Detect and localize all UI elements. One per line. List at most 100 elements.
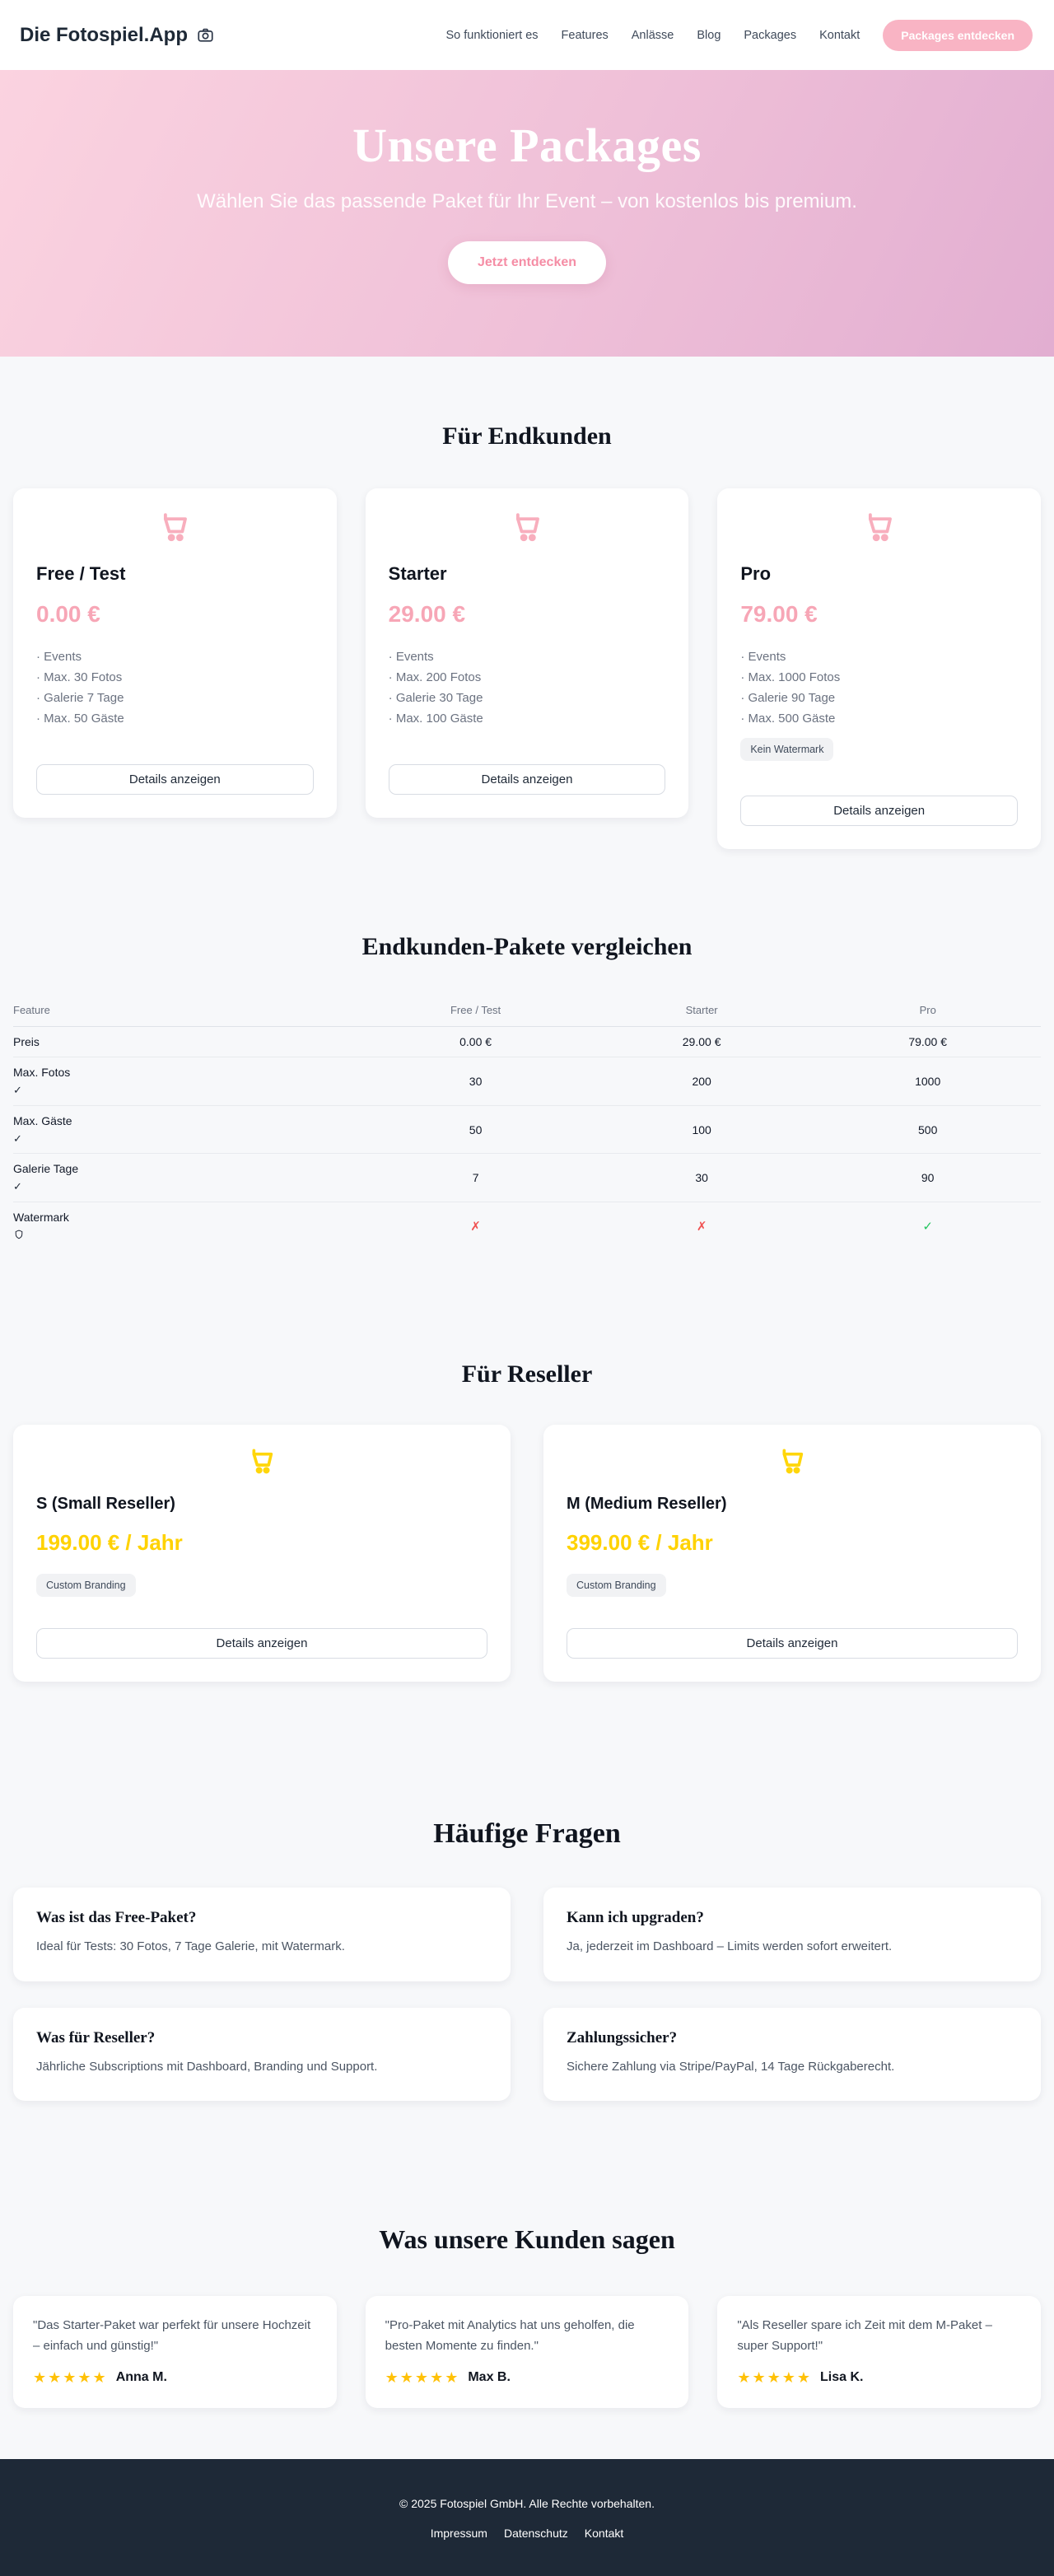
testimonials-section: Was unsere Kunden sagen "Das Starter-Pak…: [13, 2224, 1041, 2408]
reseller-cards: S (Small Reseller) 199.00 € / Jahr Custo…: [13, 1425, 1041, 1682]
testimonial-name: Max B.: [468, 2370, 511, 2385]
faq-question: Zahlungssicher?: [567, 2028, 678, 2046]
feature-item: Max. 50 Gäste: [36, 709, 314, 730]
cell-value: 200: [692, 1075, 711, 1089]
check-icon: ✓: [13, 1132, 22, 1145]
row-label: Watermark: [13, 1210, 69, 1224]
package-name: M (Medium Reseller): [567, 1495, 727, 1514]
package-price: 29.00 €: [388, 601, 466, 627]
faq-card-upgraden: Kann ich upgraden? Ja, jederzeit im Dash…: [543, 1888, 1041, 1981]
custom-branding-badge: Custom Branding: [36, 1574, 136, 1598]
check-icon: ✓: [922, 1220, 933, 1234]
testimonial-name: Lisa K.: [820, 2370, 864, 2385]
cell-value: 1000: [915, 1075, 941, 1089]
faq-card-zahlung: Zahlungssicher? Sichere Zahlung via Stri…: [543, 2007, 1041, 2102]
cell-value: 0.00 €: [459, 1035, 492, 1048]
table-row-galerie-tage: Galerie Tage ✓ 7 30 90: [13, 1154, 1041, 1202]
cart-icon: [740, 510, 1018, 552]
nav-packages[interactable]: Packages: [744, 28, 797, 42]
nav-anlaesse[interactable]: Anlässe: [631, 28, 674, 42]
main-nav: So funktioniert es Features Anlässe Blog…: [445, 19, 1033, 51]
shield-icon: [13, 1228, 362, 1245]
row-label: Preis: [13, 1034, 40, 1048]
star-rating-icon: ★★★★★: [33, 2368, 108, 2386]
feature-item: Max. 1000 Fotos: [740, 668, 1018, 688]
package-features: Events Max. 1000 Fotos Galerie 90 Tage M…: [740, 647, 1018, 730]
package-name: Pro: [740, 563, 772, 584]
kein-watermark-badge: Kein Watermark: [740, 737, 834, 761]
details-anzeigen-button[interactable]: Details anzeigen: [567, 1628, 1018, 1659]
package-name: Free / Test: [36, 563, 126, 584]
feature-item: Galerie 30 Tage: [389, 688, 666, 709]
faq-grid: Was ist das Free-Paket? Ideal für Tests:…: [13, 1888, 1041, 2102]
packages-entdecken-button[interactable]: Packages entdecken: [883, 19, 1033, 51]
details-anzeigen-button[interactable]: Details anzeigen: [36, 1628, 487, 1659]
cross-icon: ✗: [696, 1220, 707, 1234]
hero-title: Unsere Packages: [352, 119, 702, 172]
feature-item: Galerie 90 Tage: [740, 688, 1018, 709]
logo-text: Die Fotospiel.App: [20, 23, 188, 46]
feature-item: Max. 200 Fotos: [389, 668, 666, 688]
column-free-test: Free / Test: [450, 1003, 501, 1016]
details-anzeigen-button[interactable]: Details anzeigen: [740, 795, 1018, 826]
package-name: S (Small Reseller): [36, 1495, 175, 1514]
copyright-text: © 2025 Fotospiel GmbH. Alle Rechte vorbe…: [399, 2496, 655, 2510]
endkunden-cards: Free / Test 0.00 € Events Max. 30 Fotos …: [13, 488, 1041, 849]
cell-value: 30: [469, 1075, 483, 1089]
check-icon: ✓: [13, 1084, 22, 1097]
faq-answer: Sichere Zahlung via Stripe/PayPal, 14 Ta…: [567, 2059, 895, 2074]
row-label: Galerie Tage: [13, 1162, 79, 1176]
faq-card-reseller: Was für Reseller? Jährliche Subscription…: [13, 2007, 511, 2102]
jetzt-entdecken-button[interactable]: Jetzt entdecken: [447, 240, 607, 284]
nav-kontakt[interactable]: Kontakt: [819, 28, 860, 42]
row-label: Max. Fotos: [13, 1066, 71, 1080]
star-rating-icon: ★★★★★: [385, 2368, 460, 2386]
cart-icon: [389, 510, 666, 552]
hero-subtitle: Wählen Sie das passende Paket für Ihr Ev…: [197, 190, 857, 212]
faq-question: Kann ich upgraden?: [567, 1909, 704, 1927]
cart-icon: [36, 510, 314, 552]
footer-link-kontakt[interactable]: Kontakt: [584, 2526, 624, 2540]
check-icon: ✓: [13, 1180, 22, 1193]
column-pro: Pro: [919, 1003, 936, 1016]
footer-link-impressum[interactable]: Impressum: [430, 2526, 487, 2540]
package-card-free: Free / Test 0.00 € Events Max. 30 Fotos …: [13, 488, 337, 818]
testimonial-card: "Das Starter-Paket war perfekt für unser…: [13, 2296, 337, 2408]
table-header-row: Feature Free / Test Starter Pro: [13, 997, 1041, 1027]
table-row-preis: Preis 0.00 € 29.00 € 79.00 €: [13, 1027, 1041, 1058]
testimonial-name: Anna M.: [115, 2370, 167, 2385]
details-anzeigen-button[interactable]: Details anzeigen: [388, 763, 666, 795]
site-footer: © 2025 Fotospiel GmbH. Alle Rechte vorbe…: [0, 2458, 1054, 2576]
logo[interactable]: Die Fotospiel.App: [20, 24, 215, 47]
package-price: 79.00 €: [740, 601, 818, 627]
faq-section: Häufige Fragen Was ist das Free-Paket? I…: [13, 1818, 1041, 2102]
camera-icon: [196, 26, 215, 44]
endkunden-section: Für Endkunden Free / Test 0.00 € Events …: [13, 357, 1041, 849]
faq-heading: Häufige Fragen: [433, 1818, 621, 1850]
table-row-watermark: Watermark ✗ ✗ ✓: [13, 1202, 1041, 1252]
cell-value: 30: [695, 1171, 708, 1185]
package-card-starter: Starter 29.00 € Events Max. 200 Fotos Ga…: [365, 488, 689, 818]
package-features: Events Max. 30 Fotos Galerie 7 Tage Max.…: [36, 647, 314, 730]
endkunden-heading: Für Endkunden: [442, 422, 612, 450]
details-anzeigen-button[interactable]: Details anzeigen: [36, 763, 314, 795]
custom-branding-badge: Custom Branding: [567, 1574, 666, 1598]
site-header: Die Fotospiel.App So funktioniert es Fea…: [0, 0, 1054, 70]
feature-item: Max. 30 Fotos: [36, 668, 314, 688]
testimonial-card: "Als Reseller spare ich Zeit mit dem M-P…: [717, 2296, 1041, 2408]
feature-item: Events: [36, 647, 314, 668]
hero-section: Unsere Packages Wählen Sie das passende …: [0, 70, 1054, 357]
cross-icon: ✗: [470, 1220, 481, 1234]
footer-link-datenschutz[interactable]: Datenschutz: [503, 2526, 568, 2540]
feature-item: Max. 500 Gäste: [740, 709, 1018, 730]
faq-card-free-paket: Was ist das Free-Paket? Ideal für Tests:…: [13, 1888, 511, 1981]
cell-value: 100: [692, 1122, 711, 1136]
nav-features[interactable]: Features: [561, 28, 609, 42]
feature-item: Events: [740, 647, 1018, 668]
cell-value: 90: [921, 1171, 935, 1185]
package-name: Starter: [388, 563, 447, 584]
nav-blog[interactable]: Blog: [697, 28, 721, 42]
comparison-table: Feature Free / Test Starter Pro Preis 0.…: [13, 997, 1041, 1253]
nav-so-funktioniert-es[interactable]: So funktioniert es: [445, 28, 539, 42]
testimonials-heading: Was unsere Kunden sagen: [379, 2224, 675, 2255]
